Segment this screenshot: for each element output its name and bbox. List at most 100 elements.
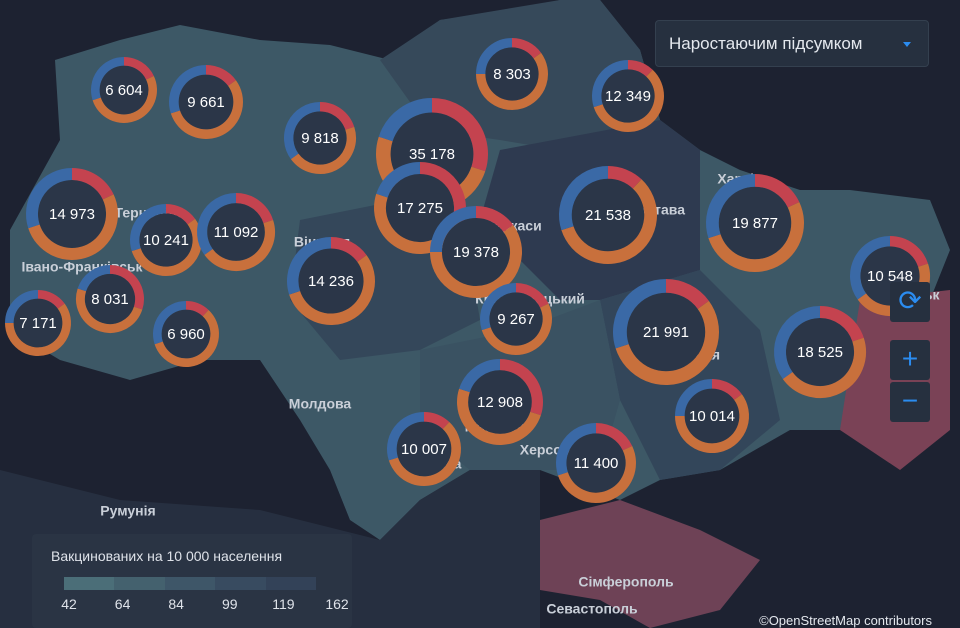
cluster[interactable]: 11 400 (556, 423, 636, 503)
ring-first-dose (165, 204, 196, 225)
ring-other (153, 301, 187, 345)
cluster[interactable]: 12 908 (457, 359, 543, 445)
cluster[interactable]: 19 877 (706, 174, 804, 272)
ring-first-dose (319, 102, 355, 131)
ring-first-dose (475, 206, 514, 233)
place-label: Севастополь (546, 601, 638, 617)
cluster[interactable]: 10 007 (387, 412, 461, 486)
cluster[interactable]: 9 661 (169, 65, 243, 139)
cluster[interactable]: 12 349 (592, 60, 664, 132)
cluster-count: 14 973 (49, 206, 95, 223)
mode-dropdown[interactable]: Наростаючим підсумком (655, 20, 929, 67)
cluster[interactable]: 8 031 (76, 265, 144, 333)
cluster-count: 6 604 (105, 82, 143, 99)
cluster[interactable]: 19 378 (430, 206, 522, 298)
cluster-core (385, 173, 455, 243)
place-label: Румунія (100, 503, 155, 519)
cluster[interactable]: 14 973 (26, 168, 118, 260)
ring-first-dose (123, 57, 154, 80)
legend-tick: 42 (61, 596, 77, 612)
ring-first-dose (499, 359, 543, 416)
cluster[interactable]: 8 303 (476, 38, 548, 110)
cluster[interactable]: 14 236 (287, 237, 375, 325)
cluster-count: 8 031 (91, 291, 129, 308)
cluster-count: 17 275 (397, 200, 443, 217)
cluster[interactable]: 6 604 (91, 57, 157, 123)
ring-first-dose (607, 166, 642, 189)
ring-second-dose (28, 194, 118, 260)
ring-second-dose (593, 69, 664, 132)
cluster-core (298, 248, 364, 314)
ring-other (774, 306, 821, 380)
ring-second-dose (708, 202, 804, 272)
cluster[interactable]: 21 991 (613, 279, 719, 385)
ring-other (91, 57, 125, 101)
legend-ticks: 42 64 84 99 119 162 (32, 596, 352, 616)
cluster[interactable]: 11 092 (197, 193, 275, 271)
ring-second-dose (154, 309, 219, 367)
cluster-count: 12 349 (605, 88, 651, 105)
cluster-core (99, 65, 149, 115)
legend-swatch (265, 577, 317, 590)
cluster-core (785, 317, 855, 387)
legend-title: Вакцинованих на 10 000 населення (51, 548, 283, 564)
cluster-core (626, 292, 706, 372)
cluster-core (684, 388, 740, 444)
ring-first-dose (185, 301, 209, 317)
cluster-count: 14 236 (308, 273, 354, 290)
cluster[interactable]: 9 818 (284, 102, 356, 174)
cluster-count: 19 378 (453, 244, 499, 261)
cluster[interactable]: 18 525 (774, 306, 866, 398)
ring-other (459, 359, 501, 393)
ring-second-dose (92, 75, 157, 123)
ring-second-dose (388, 422, 461, 486)
ring-other (26, 168, 73, 229)
reset-button[interactable]: ⟳ (890, 282, 930, 322)
cluster[interactable]: 10 241 (130, 204, 202, 276)
cluster[interactable]: 21 538 (559, 166, 657, 264)
cluster[interactable]: 6 960 (153, 301, 219, 367)
cluster-count: 10 548 (867, 268, 913, 285)
cluster-count: 8 303 (493, 66, 531, 83)
cluster-core (601, 69, 655, 123)
ring-first-dose (665, 279, 709, 310)
legend-scale (64, 577, 317, 590)
ring-second-dose (430, 224, 522, 298)
cluster-core (566, 433, 626, 493)
ring-other (287, 237, 332, 295)
ring-second-dose (782, 337, 866, 398)
cluster-core (178, 74, 234, 130)
cluster-count: 21 991 (643, 324, 689, 341)
legend-tick: 162 (325, 596, 349, 612)
ring-other (430, 206, 477, 253)
zoom-out[interactable]: − (890, 382, 930, 422)
cluster[interactable]: 10 014 (675, 379, 749, 453)
ring-other (169, 65, 207, 114)
ring-second-dose (476, 52, 548, 110)
cluster-count: 10 014 (689, 408, 735, 425)
attribution: ©OpenStreetMap contributors (759, 613, 932, 628)
cluster-count: 21 538 (585, 207, 631, 224)
cluster[interactable]: 9 267 (480, 283, 552, 355)
legend-tick: 64 (114, 596, 131, 612)
ring-first-dose (711, 379, 742, 401)
legend-swatch (114, 577, 165, 590)
cluster-count: 9 267 (497, 311, 535, 328)
cluster-count: 6 960 (167, 326, 205, 343)
ring-other (592, 60, 629, 108)
ring-other (675, 379, 713, 417)
legend-tick: 99 (222, 596, 238, 612)
ring-other (476, 38, 513, 75)
ring-other (613, 279, 667, 349)
ring-first-dose (819, 306, 864, 342)
ring-first-dose (515, 283, 549, 308)
cluster-count: 9 818 (301, 130, 339, 147)
zoom-in[interactable]: + (890, 340, 930, 380)
cluster-core (441, 217, 511, 287)
cluster-core (571, 178, 645, 252)
cluster-count: 7 171 (19, 315, 57, 332)
cluster[interactable]: 7 171 (5, 290, 71, 356)
ring-second-dose (289, 255, 375, 325)
place-label: Молдова (289, 396, 352, 412)
cluster-core (84, 273, 136, 325)
